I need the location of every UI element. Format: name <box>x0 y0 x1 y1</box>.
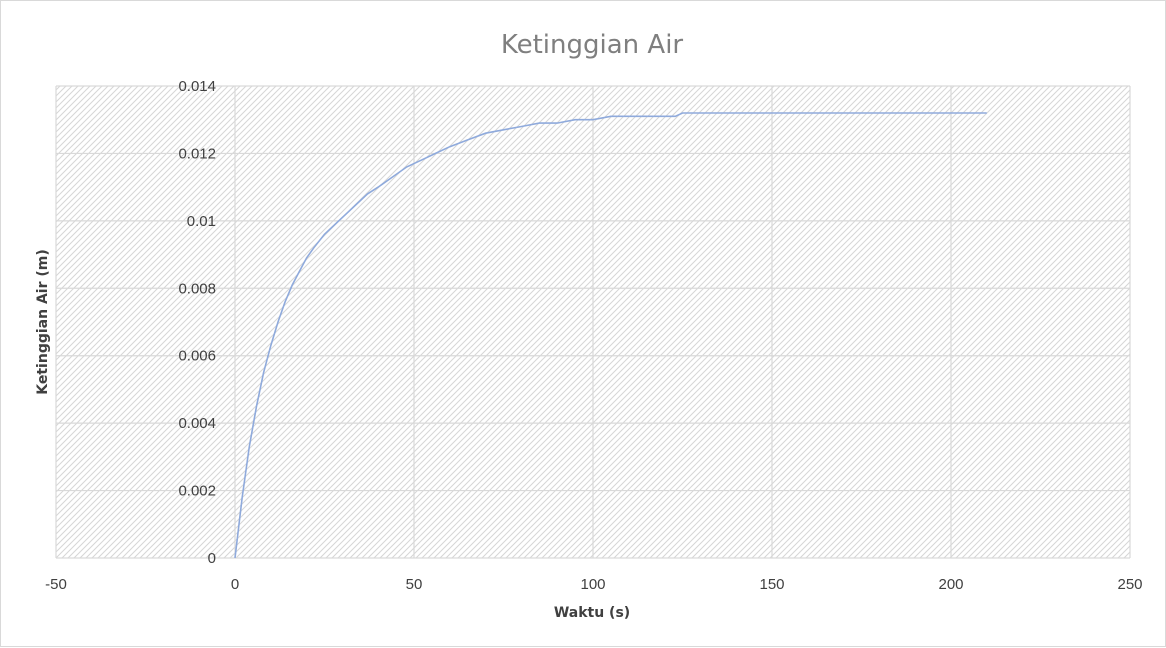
y-tick-label: 0.014 <box>178 78 216 95</box>
x-tick-label: 50 <box>406 576 423 593</box>
y-axis-ticks: 0 0.002 0.004 0.006 0.008 0.01 0.012 0.014 <box>178 78 216 567</box>
y-tick-label: 0.012 <box>178 145 216 162</box>
x-tick-label: 150 <box>759 576 784 593</box>
x-axis-ticks: -50 0 50 100 150 200 250 <box>45 576 1142 593</box>
y-tick-label: 0.004 <box>178 415 216 432</box>
x-tick-label: 0 <box>231 576 239 593</box>
x-tick-label: -50 <box>45 576 67 593</box>
x-tick-label: 200 <box>938 576 963 593</box>
y-tick-label: 0.008 <box>178 280 216 297</box>
y-tick-label: 0.002 <box>178 483 216 500</box>
chart-title: Ketinggian Air <box>501 30 684 60</box>
gridlines <box>55 85 1131 559</box>
x-axis-label: Waktu (s) <box>554 605 630 621</box>
y-axis-label: Ketinggian Air (m) <box>35 249 51 394</box>
y-tick-label: 0.01 <box>187 213 216 230</box>
y-tick-label: 0 <box>208 550 216 567</box>
x-tick-label: 250 <box>1117 576 1142 593</box>
series-line <box>234 112 987 559</box>
x-tick-label: 100 <box>580 576 605 593</box>
y-tick-label: 0.006 <box>178 348 216 365</box>
